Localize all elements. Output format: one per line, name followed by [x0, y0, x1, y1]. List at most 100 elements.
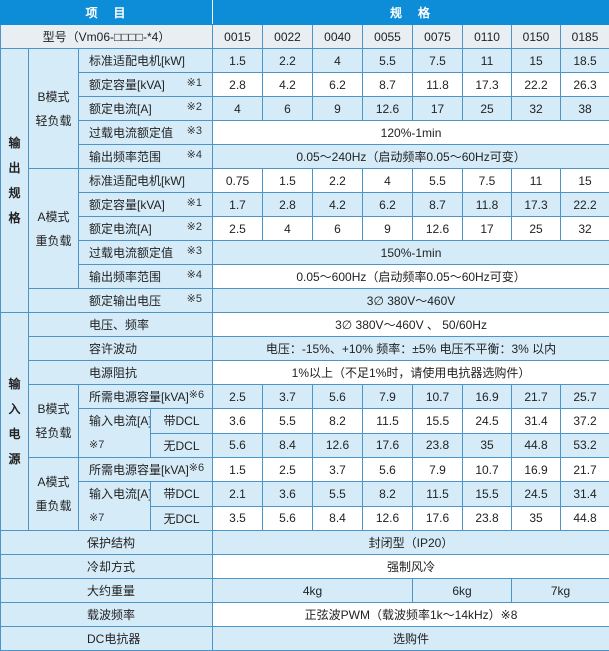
- row-label: 载波频率: [1, 606, 212, 623]
- value-cell: 21.7: [561, 458, 609, 482]
- value-cell: 1.5: [213, 458, 263, 482]
- row-label-cell: 电压、频率: [29, 313, 213, 337]
- input-group-label: 输入电源: [1, 313, 29, 531]
- model-code: 0040: [313, 25, 363, 49]
- without-dcl-label: 无DCL: [151, 433, 213, 458]
- mode-label-line2: 重负载: [29, 494, 78, 518]
- value-cell: 44.8: [512, 433, 561, 458]
- value-cell: 2.5: [213, 385, 263, 409]
- model-code: 0150: [512, 25, 561, 49]
- value-cell: 2.5: [213, 217, 263, 241]
- value-cell: 2.2: [313, 169, 363, 193]
- protection-row: 保护结构封闭型（IP20）: [1, 531, 609, 555]
- row-label: 大约重量: [1, 582, 212, 599]
- value-cell-merged: 1%以上（不足1%时，请使用电抗器选购件）: [213, 361, 609, 385]
- value-cell: 9: [363, 217, 413, 241]
- row-label-cell: 输出频率范围※4: [79, 145, 213, 169]
- footnote-mark: ※1: [187, 196, 202, 213]
- value-cell: 1.5: [263, 169, 313, 193]
- value-cell: 2.8: [263, 193, 313, 217]
- row-label-text: 电压、频率: [89, 316, 149, 333]
- row-label: 电压、频率: [29, 316, 212, 333]
- value-cell: 3.7: [263, 385, 313, 409]
- row-label: 容许波动: [29, 340, 212, 357]
- row-label-text: 载波频率: [87, 606, 135, 623]
- value-cell: 35: [463, 433, 512, 458]
- row-label-cell: 所需电源容量[kVA]※6: [79, 385, 213, 409]
- value-cell: 8.4: [263, 433, 313, 458]
- value-cell: 11.8: [463, 193, 512, 217]
- row-label-cell: 过载电流额定值※3: [79, 241, 213, 265]
- value-cell: 31.4: [561, 482, 609, 507]
- value-cell-merged: 电压：-15%、+10% 频率：±5% 电压不平衡：3% 以内: [213, 337, 609, 361]
- value-cell-merged: 3∅ 380V～460V: [213, 289, 609, 313]
- row-label-cell: 额定输出电压※5: [29, 289, 213, 313]
- row-label-cell: DC电抗器: [1, 627, 213, 651]
- value-cell: 2.5: [263, 458, 313, 482]
- value-cell: 17.3: [512, 193, 561, 217]
- mode-label: A模式重负载: [29, 458, 79, 531]
- value-cell: 11.5: [363, 409, 413, 434]
- row-label: DC电抗器: [1, 630, 212, 647]
- value-cell: 12.6: [363, 506, 413, 531]
- mode-label-line2: 轻负载: [29, 421, 78, 445]
- value-cell: 22.2: [512, 73, 561, 97]
- model-code: 0015: [213, 25, 263, 49]
- model-code: 0075: [413, 25, 463, 49]
- value-cell: 4: [213, 97, 263, 121]
- without-dcl-label: 无DCL: [151, 506, 213, 531]
- value-cell-merged: 120%-1min: [213, 121, 609, 145]
- footnote-mark: ※5: [187, 292, 202, 309]
- footnote-mark: ※2: [187, 100, 202, 117]
- value-cell: 12.6: [413, 217, 463, 241]
- weight-cell: 6kg: [413, 579, 512, 603]
- row-label: 所需电源容量[kVA]※6: [79, 461, 212, 478]
- header-item: 项 目: [1, 1, 213, 25]
- value-cell: 53.2: [561, 433, 609, 458]
- row-label-text: 输出频率范围: [89, 148, 161, 165]
- value-cell: 11: [463, 49, 512, 73]
- value-cell-merged: 150%-1min: [213, 241, 609, 265]
- value-cell: 22.2: [561, 193, 609, 217]
- row-label-text: DC电抗器: [87, 630, 140, 647]
- mode-label-line2: 轻负载: [29, 109, 78, 133]
- row-label-text: 标准适配电机[kW]: [89, 172, 185, 189]
- row-label: 电源阻抗: [29, 364, 212, 381]
- footnote-mark: ※2: [187, 220, 202, 237]
- mode-label-line1: B模式: [29, 85, 78, 109]
- row-label-cell: 额定电流[A]※2: [79, 97, 213, 121]
- value-cell: 8.2: [313, 409, 363, 434]
- value-cell: 7.5: [463, 169, 512, 193]
- value-cell: 5.5: [413, 169, 463, 193]
- header-row: 项 目规 格: [1, 1, 609, 25]
- value-cell: 25: [463, 97, 512, 121]
- mode-label: B模式轻负载: [29, 49, 79, 169]
- row-label-text: 容许波动: [89, 340, 137, 357]
- footnote-mark: ※3: [187, 124, 202, 141]
- value-cell: 12.6: [363, 97, 413, 121]
- value-cell: 17: [413, 97, 463, 121]
- value-cell: 17.3: [463, 73, 512, 97]
- value-cell: 4: [263, 217, 313, 241]
- row-label: 标准适配电机[kW]: [79, 172, 212, 189]
- row-label-cell: 容许波动: [29, 337, 213, 361]
- with-dcl-label: 带DCL: [151, 482, 213, 507]
- value-cell: 17.6: [363, 433, 413, 458]
- mode-label: B模式轻负载: [29, 385, 79, 458]
- value-cell: 15: [561, 169, 609, 193]
- value-cell: 32: [561, 217, 609, 241]
- footnote-mark: ※6: [189, 388, 204, 405]
- row-label-cell: 标准适配电机[kW]: [79, 49, 213, 73]
- value-cell: 8.7: [413, 193, 463, 217]
- output-group-text: 输出规格: [9, 131, 21, 231]
- row-label-text: 电源阻抗: [89, 364, 137, 381]
- carrier-row: 载波频率正弦波PWM（载波频率1k～14kHz）※8: [1, 603, 609, 627]
- value-cell: 24.5: [512, 482, 561, 507]
- value-cell: 24.5: [463, 409, 512, 434]
- mode-label-line1: B模式: [29, 397, 78, 421]
